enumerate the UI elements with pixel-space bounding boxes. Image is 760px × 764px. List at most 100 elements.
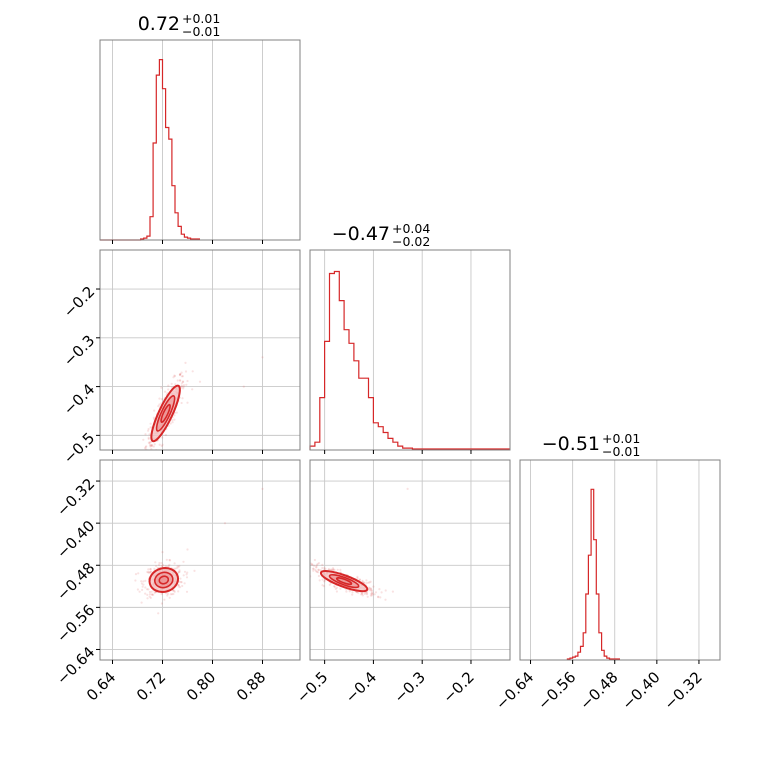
- sample-point: [351, 593, 354, 596]
- sample-point: [172, 376, 175, 379]
- density-contour: [158, 575, 170, 585]
- histogram-panel-p1: [309, 249, 511, 451]
- sample-point: [158, 397, 161, 400]
- sample-point: [181, 380, 184, 383]
- scatter-points: [134, 487, 264, 615]
- sample-point: [142, 583, 145, 586]
- sample-point: [317, 568, 320, 572]
- sample-point: [173, 589, 176, 592]
- sample-point: [348, 590, 351, 593]
- sample-point: [154, 561, 157, 564]
- sample-point: [177, 585, 180, 588]
- sample-point: [147, 588, 150, 591]
- sample-point: [148, 590, 151, 594]
- sample-point: [183, 570, 187, 573]
- sample-point: [171, 593, 174, 596]
- sample-point: [335, 590, 338, 593]
- panel-frame: [309, 249, 511, 451]
- sample-point: [180, 581, 183, 584]
- sample-point: [142, 438, 145, 441]
- sample-point: [185, 590, 189, 593]
- title-median-p0: 0.72: [138, 13, 180, 35]
- sample-point: [147, 568, 150, 571]
- title-median-p2: −0.51: [542, 433, 600, 455]
- sample-point: [153, 409, 156, 412]
- sample-point: [357, 591, 360, 594]
- x-tick-label-p2: −0.56: [534, 668, 579, 713]
- y-tick-label-p2: −0.48: [53, 559, 98, 604]
- sample-point: [315, 564, 318, 567]
- sample-point: [152, 445, 155, 448]
- sample-point: [377, 595, 380, 598]
- sample-point: [310, 562, 313, 565]
- sample-point: [323, 579, 326, 582]
- sample-point: [147, 571, 150, 574]
- sample-point: [242, 385, 245, 388]
- sample-point: [371, 591, 374, 594]
- sample-point: [136, 588, 139, 591]
- sample-point: [168, 559, 172, 562]
- title-lower-p2: −0.01: [602, 444, 640, 459]
- sample-point: [307, 567, 309, 569]
- sample-point: [141, 585, 144, 588]
- sample-point: [153, 591, 156, 594]
- sample-point: [369, 594, 372, 597]
- sample-point: [172, 592, 175, 596]
- sample-point: [178, 373, 182, 377]
- sample-point: [391, 590, 394, 593]
- sample-point: [369, 589, 372, 592]
- sample-point: [146, 588, 149, 591]
- sample-point: [186, 401, 189, 404]
- sample-point: [365, 579, 368, 582]
- sample-point: [146, 570, 149, 574]
- sample-point: [153, 567, 156, 570]
- sample-point: [327, 568, 330, 571]
- sample-point: [173, 414, 176, 417]
- sample-point: [174, 567, 177, 570]
- sample-point: [179, 577, 182, 580]
- sample-point: [181, 584, 184, 588]
- sample-point: [308, 573, 310, 575]
- sample-point: [176, 379, 179, 382]
- sample-point: [138, 590, 141, 593]
- x-tick-label-p1: −0.3: [391, 668, 429, 706]
- sample-point: [160, 602, 163, 605]
- sample-point: [379, 596, 382, 599]
- sample-point: [178, 570, 181, 574]
- sample-point: [184, 370, 188, 373]
- sample-point: [158, 443, 161, 446]
- sample-point: [312, 569, 315, 572]
- sample-point: [168, 596, 171, 599]
- sample-point: [406, 487, 409, 490]
- sample-point: [315, 566, 318, 569]
- sample-point: [150, 593, 154, 596]
- sample-point: [173, 375, 176, 378]
- sample-point: [369, 580, 372, 583]
- y-tick-label-p1: −0.3: [60, 331, 98, 369]
- sample-point: [151, 453, 153, 455]
- sample-point: [372, 585, 375, 588]
- sample-point: [368, 587, 371, 590]
- sample-point: [171, 419, 174, 422]
- sample-point: [167, 565, 170, 568]
- sample-point: [181, 397, 184, 400]
- x-tick-label-p2: −0.32: [661, 668, 706, 713]
- sample-point: [179, 372, 182, 376]
- sample-point: [147, 436, 150, 439]
- sample-point: [160, 398, 164, 401]
- x-tick-label-p0: 0.64: [83, 668, 119, 704]
- sample-point: [147, 571, 150, 574]
- sample-point: [374, 591, 378, 594]
- sample-point: [369, 587, 372, 590]
- sample-point: [370, 589, 373, 592]
- sample-point: [149, 596, 152, 600]
- sample-point: [166, 592, 169, 596]
- sample-point: [154, 452, 156, 454]
- sample-point: [147, 429, 150, 432]
- sample-point: [223, 522, 227, 525]
- sample-point: [180, 384, 183, 387]
- sample-point: [164, 592, 168, 595]
- sample-point: [167, 384, 170, 387]
